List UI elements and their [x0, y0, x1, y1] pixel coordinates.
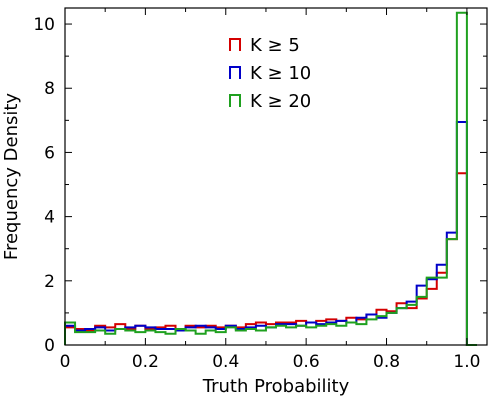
- y-axis-label: Frequency Density: [1, 93, 22, 260]
- y-tick-label: 2: [44, 272, 55, 292]
- x-tick-label: 1.0: [453, 352, 480, 372]
- legend: K ≥ 5 K ≥ 10 K ≥ 20: [229, 35, 311, 112]
- x-tick-label: 0.6: [293, 352, 320, 372]
- ticks-layer: 0 0.2 0.4 0.6 0.8 1.0 0 2 4 6 8 10: [33, 8, 487, 372]
- legend-label-2: K ≥ 10: [250, 63, 311, 84]
- x-tick-label: 0.2: [132, 352, 159, 372]
- plot-frame: [64, 7, 488, 346]
- x-tick-label: 0.4: [212, 352, 239, 372]
- x-tick-label: 0: [60, 352, 71, 372]
- legend-label-1: K ≥ 5: [250, 35, 300, 56]
- series-layer: [64, 11, 477, 346]
- y-tick-label: 4: [44, 208, 55, 228]
- legend-swatch-2: [229, 66, 241, 79]
- y-tick-label: 6: [44, 143, 55, 163]
- y-tick-label: 0: [44, 336, 55, 356]
- legend-swatch-1: [229, 38, 241, 51]
- x-axis-label: Truth Probability: [202, 376, 350, 397]
- legend-label-3: K ≥ 20: [250, 91, 311, 112]
- y-tick-label: 10: [33, 15, 55, 35]
- x-tick-label: 0.8: [373, 352, 400, 372]
- legend-swatch-3: [229, 94, 241, 107]
- series-line-3: [64, 11, 477, 346]
- y-tick-label: 8: [44, 79, 55, 99]
